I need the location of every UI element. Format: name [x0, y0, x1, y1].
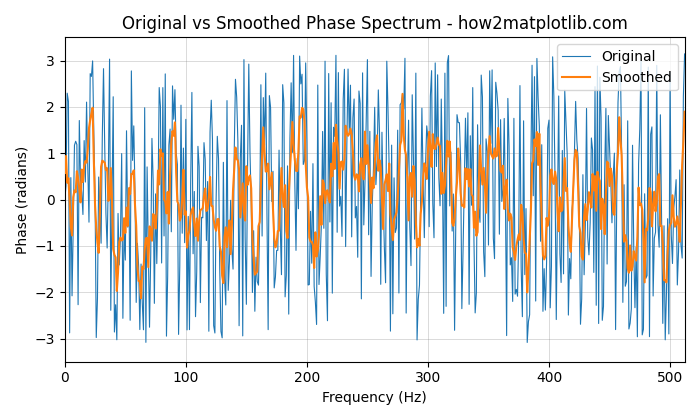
Original	[680, 51, 689, 56]
Original	[444, 53, 453, 58]
Original	[674, 249, 682, 254]
Original	[173, 162, 181, 167]
Original	[523, 340, 531, 345]
Y-axis label: Phase (radians): Phase (radians)	[15, 145, 29, 254]
Smoothed	[447, 165, 455, 170]
Legend: Original, Smoothed: Original, Smoothed	[556, 44, 678, 90]
Original	[143, 164, 151, 169]
Smoothed	[144, 265, 153, 270]
Smoothed	[71, 190, 80, 195]
Line: Smoothed: Smoothed	[65, 94, 685, 298]
Original	[188, 90, 196, 95]
Smoothed	[61, 171, 69, 176]
Original	[61, 197, 69, 202]
Title: Original vs Smoothed Phase Spectrum - how2matplotlib.com: Original vs Smoothed Phase Spectrum - ho…	[122, 15, 628, 33]
Smoothed	[398, 91, 407, 96]
Smoothed	[676, 239, 684, 244]
Smoothed	[174, 202, 183, 207]
X-axis label: Frequency (Hz): Frequency (Hz)	[322, 391, 427, 405]
Original	[71, 139, 80, 144]
Smoothed	[136, 296, 145, 301]
Line: Original: Original	[65, 54, 685, 342]
Smoothed	[189, 205, 197, 210]
Smoothed	[680, 109, 689, 114]
